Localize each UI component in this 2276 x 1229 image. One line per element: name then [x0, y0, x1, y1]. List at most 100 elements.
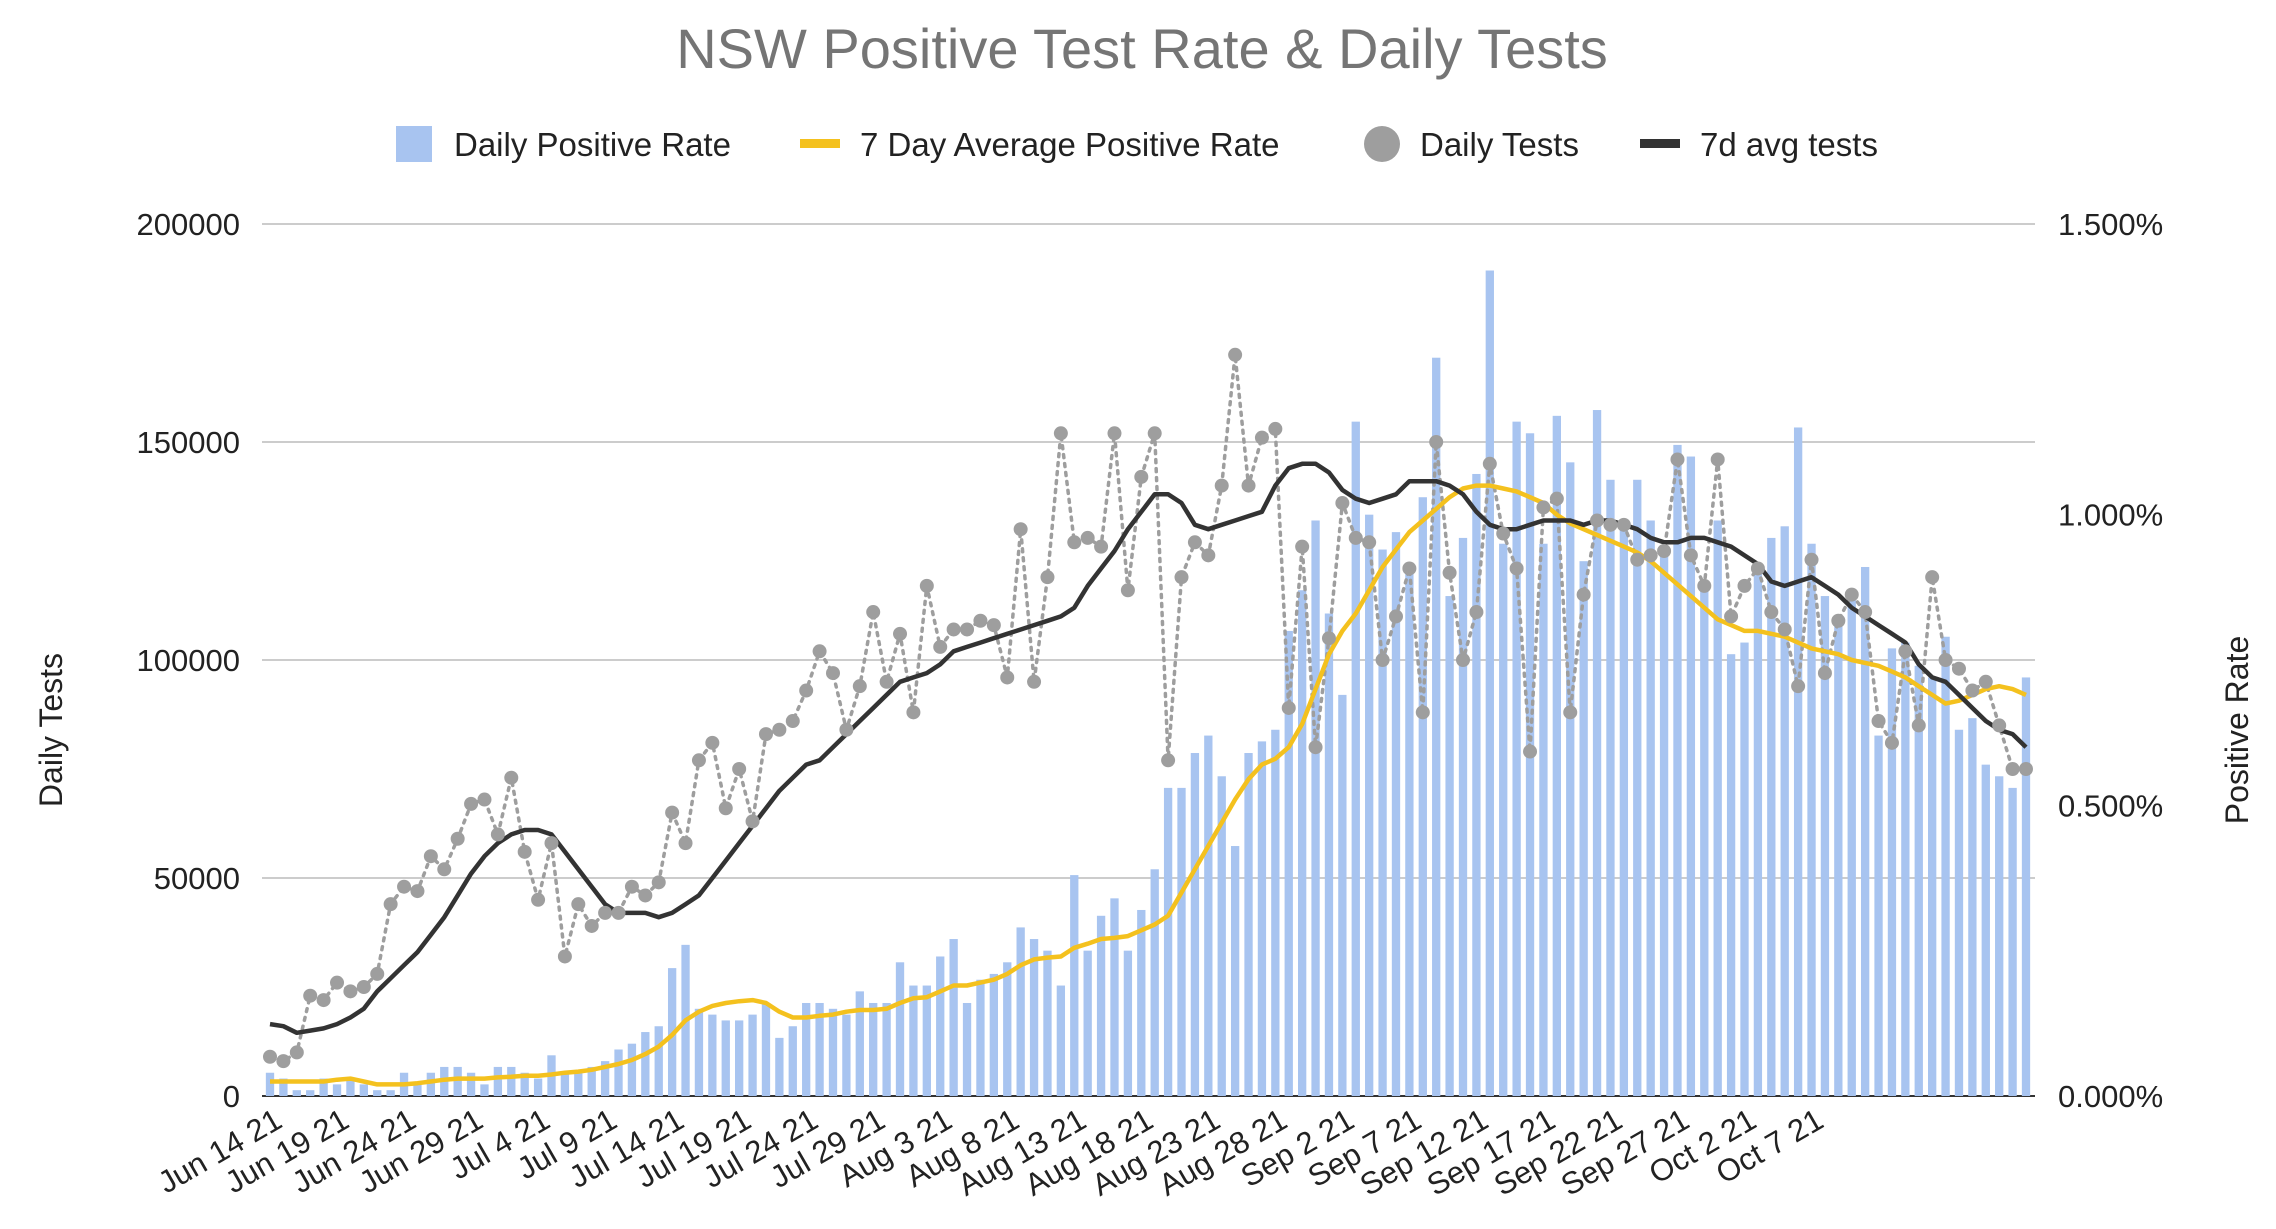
- point-daily-tests: [1375, 653, 1390, 667]
- point-daily-tests: [1067, 535, 1082, 550]
- bar-daily-positive-rate: [306, 1090, 315, 1096]
- bar-daily-positive-rate: [1378, 549, 1387, 1096]
- point-daily-tests: [1214, 478, 1229, 493]
- bar-daily-positive-rate: [962, 1002, 972, 1096]
- point-daily-tests: [1590, 513, 1605, 528]
- point-daily-tests: [1509, 561, 1524, 576]
- bar-daily-positive-rate: [1834, 625, 1843, 1096]
- bar-daily-positive-rate: [1606, 479, 1615, 1097]
- point-daily-tests: [651, 875, 666, 890]
- point-daily-tests: [1670, 452, 1685, 467]
- bar-daily-positive-rate: [265, 1072, 275, 1096]
- point-daily-tests: [745, 814, 760, 829]
- bar-daily-positive-rate: [1110, 898, 1119, 1096]
- bar-daily-positive-rate: [936, 956, 945, 1096]
- point-daily-tests: [691, 753, 706, 768]
- bar-daily-positive-rate: [1432, 357, 1441, 1096]
- bar-daily-positive-rate: [1137, 909, 1146, 1096]
- bar-daily-positive-rate: [1016, 927, 1025, 1096]
- point-daily-tests: [1469, 605, 1484, 620]
- bar-daily-positive-rate: [1525, 433, 1535, 1096]
- bar-daily-positive-rate: [1472, 473, 1481, 1096]
- point-daily-tests: [1456, 653, 1471, 667]
- point-daily-tests: [1295, 539, 1310, 554]
- point-daily-tests: [1978, 674, 1993, 689]
- point-daily-tests: [1643, 548, 1658, 563]
- bar-daily-positive-rate: [373, 1090, 382, 1096]
- point-daily-tests: [490, 827, 505, 842]
- bar-daily-positive-rate: [627, 1043, 637, 1096]
- bar-daily-positive-rate: [1123, 950, 1133, 1096]
- point-daily-tests: [839, 722, 854, 737]
- bar-daily-positive-rate: [1418, 497, 1427, 1096]
- point-daily-tests: [370, 966, 385, 981]
- point-daily-tests: [1107, 426, 1122, 441]
- bar-daily-positive-rate: [989, 973, 999, 1096]
- point-daily-tests: [1804, 552, 1819, 567]
- bar-daily-positive-rate: [1324, 613, 1334, 1096]
- point-daily-tests: [1536, 500, 1551, 515]
- bar-daily-positive-rate: [1083, 950, 1092, 1096]
- left-tick-label: 100000: [137, 643, 240, 678]
- bar-daily-positive-rate: [855, 991, 864, 1096]
- point-daily-tests: [1764, 605, 1779, 620]
- point-daily-tests: [1884, 735, 1899, 750]
- series-lines: [268, 354, 2028, 1087]
- bar-daily-positive-rate: [1338, 694, 1347, 1096]
- bar-daily-positive-rate: [1445, 596, 1454, 1096]
- bar-daily-positive-rate: [735, 1020, 744, 1096]
- bar-daily-positive-rate: [1003, 962, 1012, 1096]
- point-daily-tests: [1027, 674, 1042, 689]
- point-daily-tests: [705, 735, 720, 750]
- bar-daily-positive-rate: [1405, 572, 1414, 1096]
- point-daily-tests: [1120, 583, 1135, 598]
- point-daily-tests: [1992, 718, 2007, 733]
- point-daily-tests: [1482, 456, 1497, 471]
- right-tick-label: 0.500%: [2058, 788, 2163, 823]
- point-daily-tests: [517, 844, 532, 859]
- point-daily-tests: [1241, 478, 1256, 493]
- bar-daily-positive-rate: [1029, 939, 1039, 1096]
- point-daily-tests: [1938, 653, 1953, 667]
- point-daily-tests: [718, 801, 733, 816]
- bar-daily-positive-rate: [802, 1002, 811, 1096]
- bar-daily-positive-rate: [1713, 520, 1722, 1096]
- point-daily-tests: [1013, 522, 1028, 537]
- point-daily-tests: [1750, 561, 1765, 576]
- left-tick-label: 0: [223, 1079, 240, 1114]
- point-daily-tests: [1308, 740, 1323, 755]
- bar-daily-positive-rate: [1391, 532, 1401, 1096]
- point-daily-tests: [1911, 718, 1926, 733]
- bar-daily-positive-rate: [1043, 950, 1052, 1096]
- point-daily-tests: [1335, 496, 1350, 511]
- left-tick-label: 150000: [137, 425, 240, 460]
- bar-daily-positive-rate: [1177, 787, 1186, 1096]
- bar-daily-positive-rate: [1753, 566, 1763, 1096]
- bar-daily-positive-rate: [386, 1090, 395, 1096]
- point-daily-tests: [1777, 622, 1792, 637]
- point-daily-tests: [544, 836, 559, 851]
- left-axis-title: Daily Tests: [33, 653, 69, 807]
- bar-daily-positive-rate: [574, 1072, 583, 1096]
- bar-daily-positive-rate: [1257, 741, 1267, 1096]
- bar-daily-positive-rate: [614, 1049, 623, 1096]
- point-daily-tests: [1871, 714, 1886, 729]
- bar-daily-positive-rate: [1311, 520, 1320, 1096]
- bar-daily-positive-rate: [1887, 648, 1897, 1096]
- bar-daily-positive-rate: [507, 1066, 516, 1096]
- point-daily-tests: [1630, 552, 1645, 567]
- bar-daily-positive-rate: [1968, 718, 1977, 1096]
- point-daily-tests: [289, 1045, 304, 1060]
- bar-daily-positive-rate: [1860, 566, 1870, 1096]
- bar-daily-positive-rate: [1700, 584, 1709, 1096]
- point-daily-tests: [1496, 526, 1511, 541]
- point-daily-tests: [1951, 661, 1966, 676]
- bar-daily-positive-rate: [346, 1078, 355, 1096]
- point-daily-tests: [946, 622, 961, 637]
- bar-daily-positive-rate: [600, 1061, 610, 1096]
- bar-daily-positive-rate: [480, 1084, 489, 1096]
- point-daily-tests: [960, 622, 975, 637]
- point-daily-tests: [1697, 578, 1712, 593]
- point-daily-tests: [504, 770, 519, 785]
